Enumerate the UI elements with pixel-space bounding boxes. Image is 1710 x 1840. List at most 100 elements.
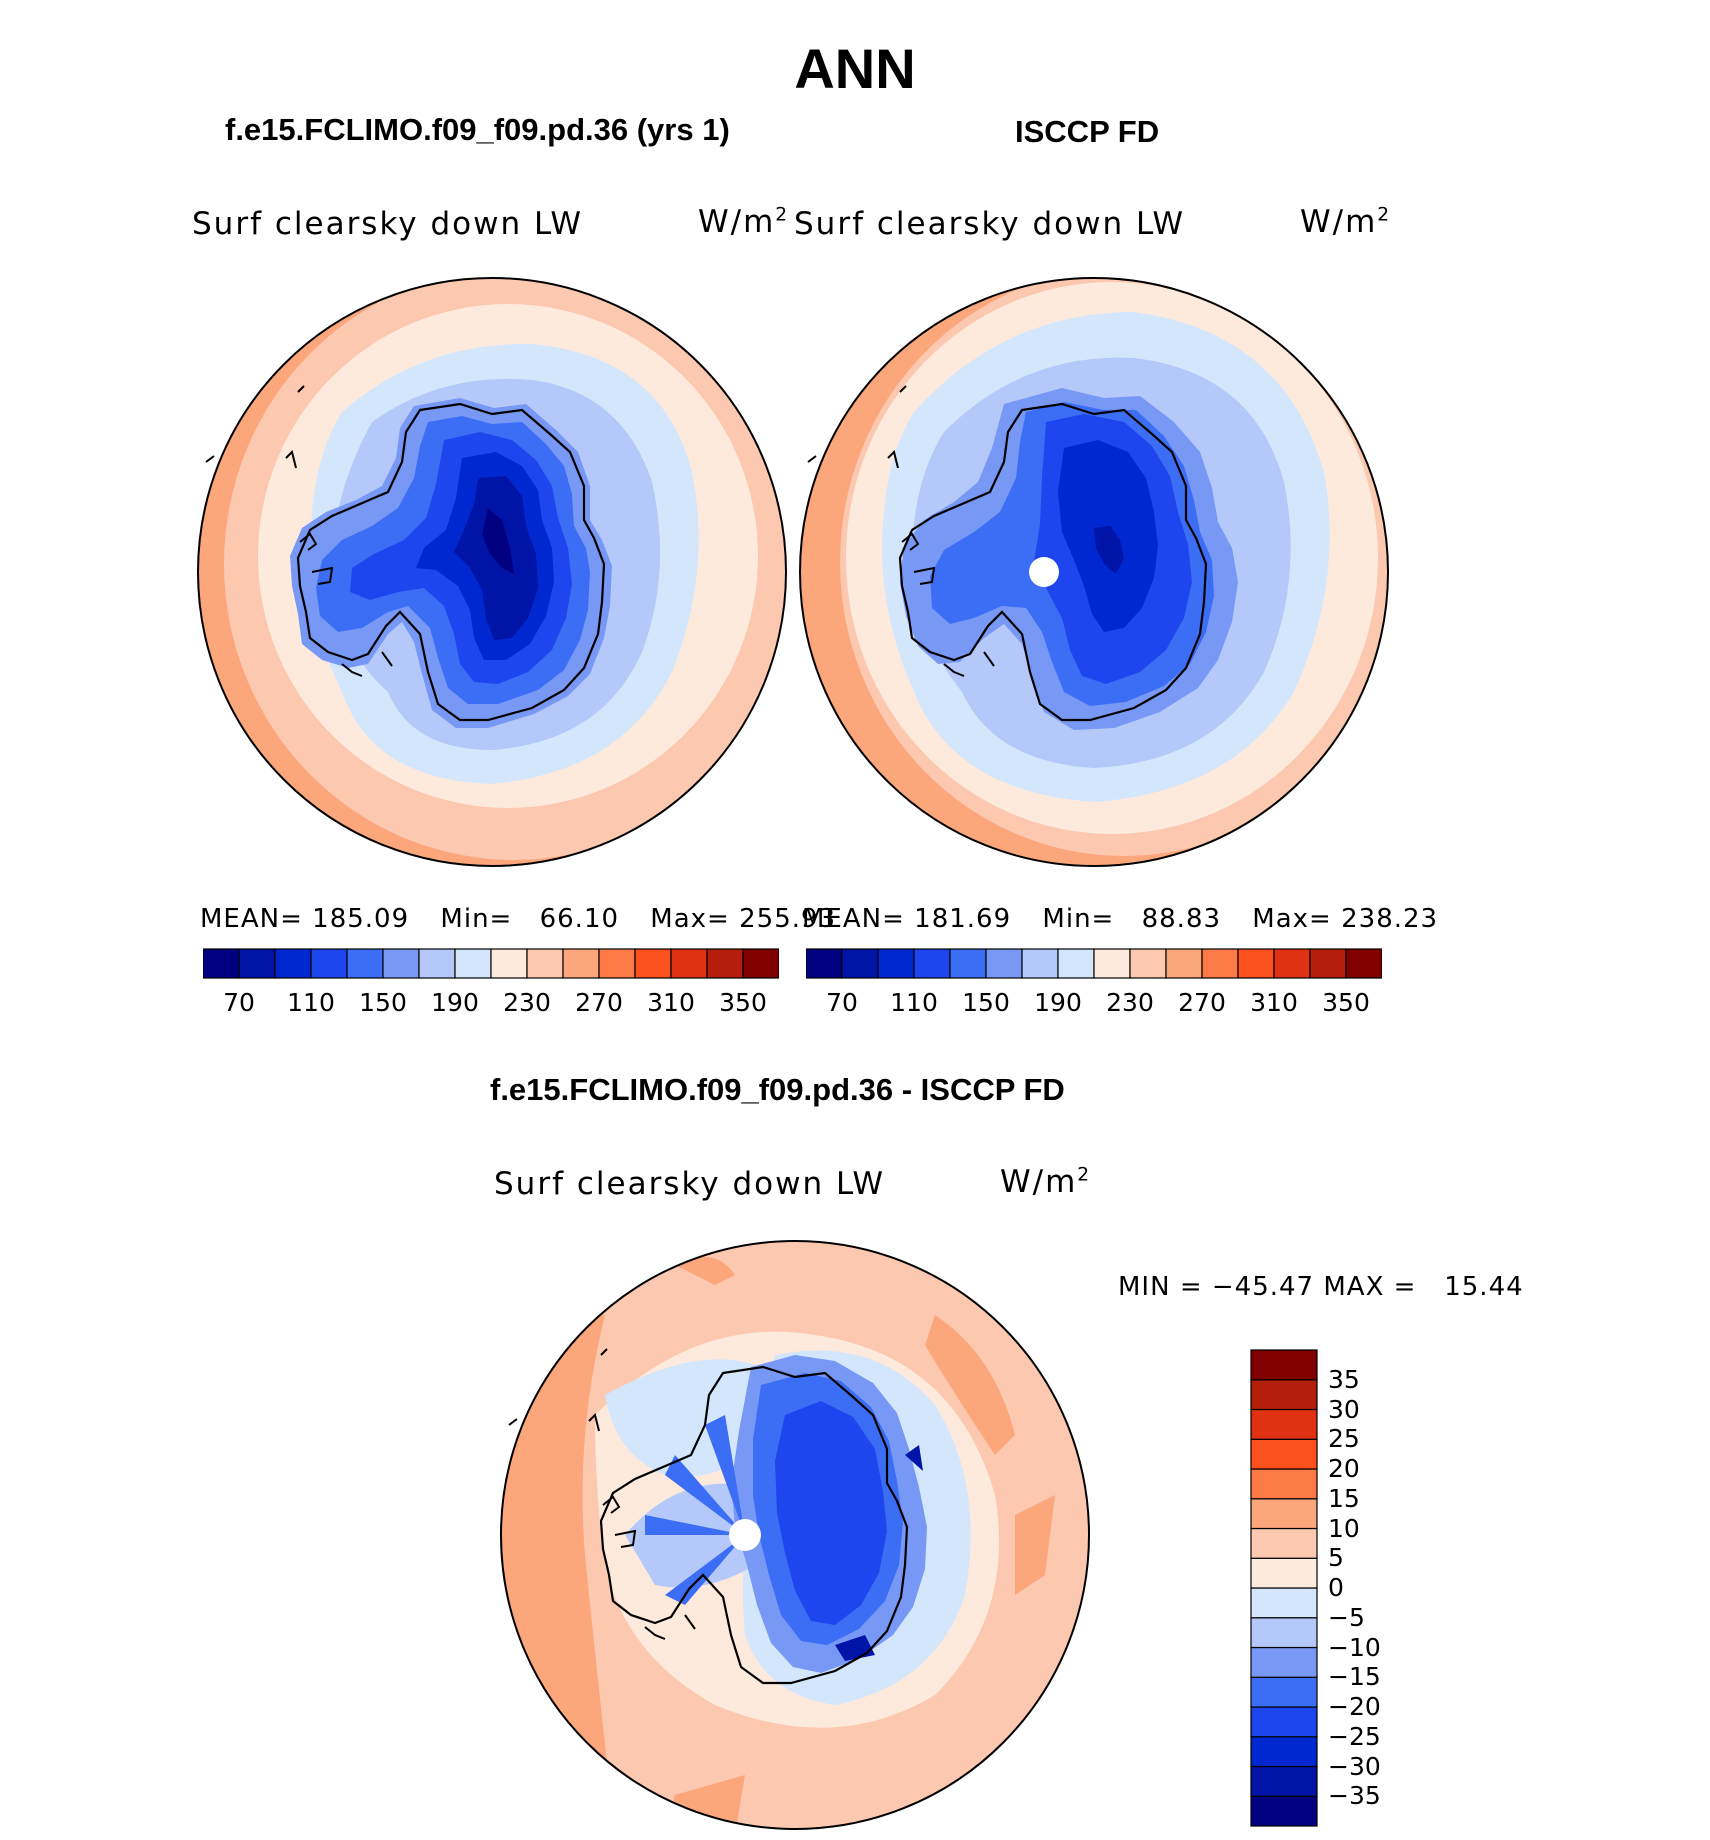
diff-positive-patch — [675, 1257, 735, 1285]
colorbar-swatch — [985, 948, 1023, 979]
colorbar-tick-label: −10 — [1328, 1632, 1381, 1662]
colorbar-tick-label: 310 — [1250, 988, 1298, 1017]
panel-left-title: f.e15.FCLIMO.f09_f09.pd.36 (yrs 1) — [225, 112, 730, 147]
panel-right-title: ISCCP FD — [1015, 114, 1160, 149]
colorbar-right — [806, 948, 1382, 979]
colorbar-swatch — [562, 948, 600, 979]
colorbar-tick-label: 150 — [359, 988, 407, 1017]
diff-panel-units: W/m2 — [1000, 1164, 1092, 1200]
colorbar-swatch — [1250, 1765, 1318, 1797]
colorbar-swatch — [1309, 948, 1347, 979]
diff-positive-patch — [925, 1315, 1015, 1455]
colorbar-tick-label: −35 — [1328, 1781, 1381, 1811]
diff-negative-rays — [645, 1415, 745, 1605]
colorbar-tick-label: 190 — [431, 988, 479, 1017]
colorbar-swatch — [418, 948, 456, 979]
diff-panel-minmax: MIN = −45.47 MAX = 15.44 — [1118, 1272, 1524, 1302]
colorbar-tick-label: −30 — [1328, 1751, 1381, 1781]
colorbar-tick-label: −5 — [1328, 1602, 1365, 1632]
land-level-6-minimum — [482, 508, 514, 574]
diff-local-minimum — [905, 1445, 923, 1471]
colorbar-swatch — [274, 948, 312, 979]
pole-missing-data-hole — [729, 1519, 761, 1551]
colorbar-swatch — [1250, 1557, 1318, 1589]
pole-missing-data-hole — [1029, 557, 1059, 587]
diff-panel-variable: Surf clearsky down LW — [494, 1166, 886, 1202]
colorbar-swatch — [1129, 948, 1167, 979]
model-polar-map — [197, 277, 787, 867]
colorbar-swatch — [1250, 1617, 1318, 1649]
colorbar-swatch — [238, 948, 276, 979]
colorbar-tick-label: 350 — [1322, 988, 1370, 1017]
colorbar-swatch — [1345, 948, 1382, 979]
colorbar-tick-label: −15 — [1328, 1662, 1381, 1692]
colorbar-swatch — [706, 948, 744, 979]
colorbar-swatch — [1250, 1706, 1318, 1738]
panel-right-variable: Surf clearsky down LW — [794, 206, 1186, 242]
diff-panel-title: f.e15.FCLIMO.f09_f09.pd.36 - ISCCP FD — [490, 1072, 1065, 1107]
colorbar-tick-label: 70 — [223, 988, 255, 1017]
colorbar-swatch — [1250, 1438, 1318, 1470]
colorbar-swatch — [742, 948, 779, 979]
colorbar-tick-label: 25 — [1328, 1424, 1360, 1454]
diff-colorbar — [1250, 1349, 1318, 1827]
panel-left-units: W/m2 — [698, 204, 790, 240]
colorbar-swatch — [670, 948, 708, 979]
colorbar-tick-label: 310 — [647, 988, 695, 1017]
colorbar-tick-label: 35 — [1328, 1364, 1360, 1394]
coastline-fragments — [508, 1348, 696, 1640]
colorbar-tick-label: 270 — [1178, 988, 1226, 1017]
colorbar-swatch — [1250, 1498, 1318, 1530]
panel-left-variable: Surf clearsky down LW — [192, 206, 584, 242]
colorbar-tick-label: 5 — [1328, 1543, 1344, 1573]
colorbar-swatch — [454, 948, 492, 979]
colorbar-swatch — [806, 948, 843, 979]
colorbar-tick-label: 270 — [575, 988, 623, 1017]
colorbar-tick-label: 110 — [890, 988, 938, 1017]
colorbar-tick-label: 350 — [719, 988, 767, 1017]
colorbar-tick-label: 230 — [1106, 988, 1154, 1017]
colorbar-swatch — [310, 948, 348, 979]
colorbar-swatch — [598, 948, 636, 979]
colorbar-tick-label: 30 — [1328, 1394, 1360, 1424]
colorbar-tick-label: 70 — [826, 988, 858, 1017]
colorbar-swatch — [526, 948, 564, 979]
colorbar-swatch — [913, 948, 951, 979]
colorbar-swatch — [1237, 948, 1275, 979]
colorbar-swatch — [1250, 1379, 1318, 1411]
colorbar-swatch — [949, 948, 987, 979]
diff-positive-patch — [1015, 1495, 1055, 1595]
colorbar-swatch — [1093, 948, 1131, 979]
colorbar-swatch — [1250, 1676, 1318, 1708]
panel-right-stats: MEAN= 181.69 Min= 88.83 Max= 238.23 — [802, 904, 1439, 934]
page-title: ANN — [794, 37, 916, 100]
colorbar-swatch — [1201, 948, 1239, 979]
colorbar-swatch — [1250, 1795, 1318, 1827]
colorbar-swatch — [203, 948, 240, 979]
land-level-5-minimum — [1094, 526, 1124, 574]
diff-land-stronger-negative — [775, 1401, 887, 1625]
colorbar-left — [203, 948, 779, 979]
coastline-fragments — [807, 385, 995, 677]
colorbar-tick-label: 10 — [1328, 1513, 1360, 1543]
colorbar-tick-label: 15 — [1328, 1483, 1360, 1513]
colorbar-tick-label: 20 — [1328, 1454, 1360, 1483]
colorbar-swatch — [490, 948, 528, 979]
colorbar-swatch — [1250, 1736, 1318, 1768]
colorbar-tick-label: 230 — [503, 988, 551, 1017]
colorbar-swatch — [1057, 948, 1095, 979]
diff-polar-map — [500, 1240, 1090, 1830]
colorbar-swatch — [877, 948, 915, 979]
colorbar-swatch — [1250, 1646, 1318, 1678]
colorbar-tick-label: 0 — [1328, 1573, 1344, 1602]
colorbar-swatch — [1021, 948, 1059, 979]
colorbar-tick-label: 150 — [962, 988, 1010, 1017]
colorbar-swatch — [1165, 948, 1203, 979]
obs-polar-map — [799, 277, 1389, 867]
colorbar-swatch — [382, 948, 420, 979]
colorbar-tick-label: −20 — [1328, 1692, 1381, 1721]
colorbar-swatch — [1250, 1527, 1318, 1559]
colorbar-tick-label: −25 — [1328, 1721, 1381, 1751]
colorbar-swatch — [841, 948, 879, 979]
colorbar-tick-label: 110 — [287, 988, 335, 1017]
